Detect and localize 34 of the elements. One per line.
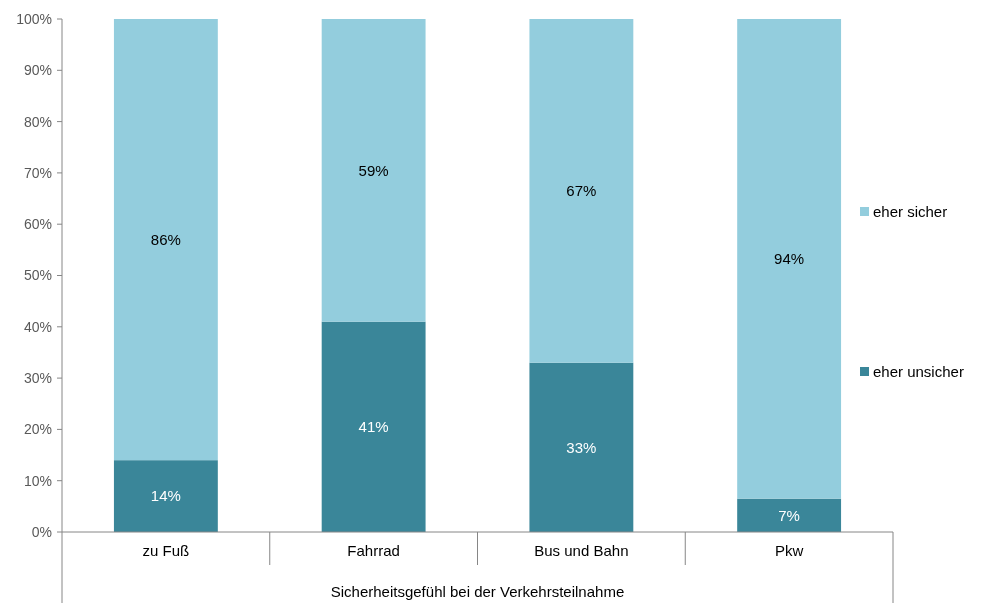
y-tick-label: 80% bbox=[23, 113, 52, 130]
bar bbox=[737, 498, 842, 532]
x-tick-label: Bus und Bahn bbox=[534, 542, 629, 560]
data-label: 33% bbox=[566, 438, 597, 456]
data-label: 7% bbox=[778, 506, 800, 524]
y-tick-label: 90% bbox=[23, 62, 52, 79]
data-label: 86% bbox=[150, 230, 181, 248]
legend-label: eher sicher bbox=[873, 203, 948, 221]
bar bbox=[529, 362, 634, 532]
x-tick-label: zu Fuß bbox=[142, 542, 190, 560]
data-label: 41% bbox=[358, 418, 389, 436]
y-tick-label: 50% bbox=[23, 267, 52, 284]
data-label: 94% bbox=[774, 250, 805, 268]
y-tick-label: 70% bbox=[23, 164, 52, 181]
y-tick-label: 20% bbox=[23, 421, 52, 438]
data-label: 59% bbox=[358, 161, 389, 179]
bar bbox=[737, 19, 842, 499]
y-tick-label: 10% bbox=[23, 472, 52, 489]
x-axis-title: Sicherheitsgefühl bei der Verkehrsteilnahme bbox=[330, 583, 625, 601]
y-tick-label: 30% bbox=[23, 370, 52, 386]
data-label: 14% bbox=[150, 487, 181, 505]
bar bbox=[113, 19, 218, 461]
x-tick-label: Fahrrad bbox=[347, 542, 400, 560]
legend-label: eher unsicher bbox=[873, 363, 964, 381]
y-tick-label: 0% bbox=[31, 523, 52, 540]
bar bbox=[321, 321, 426, 532]
x-tick-label: Pkw bbox=[774, 542, 804, 560]
bar bbox=[529, 19, 634, 363]
bar bbox=[321, 19, 426, 322]
y-tick-label: 60% bbox=[23, 216, 52, 233]
bar bbox=[113, 460, 218, 532]
y-tick-label: 40% bbox=[23, 318, 52, 335]
y-tick-label: 100% bbox=[16, 10, 52, 27]
data-label: 67% bbox=[566, 182, 597, 200]
